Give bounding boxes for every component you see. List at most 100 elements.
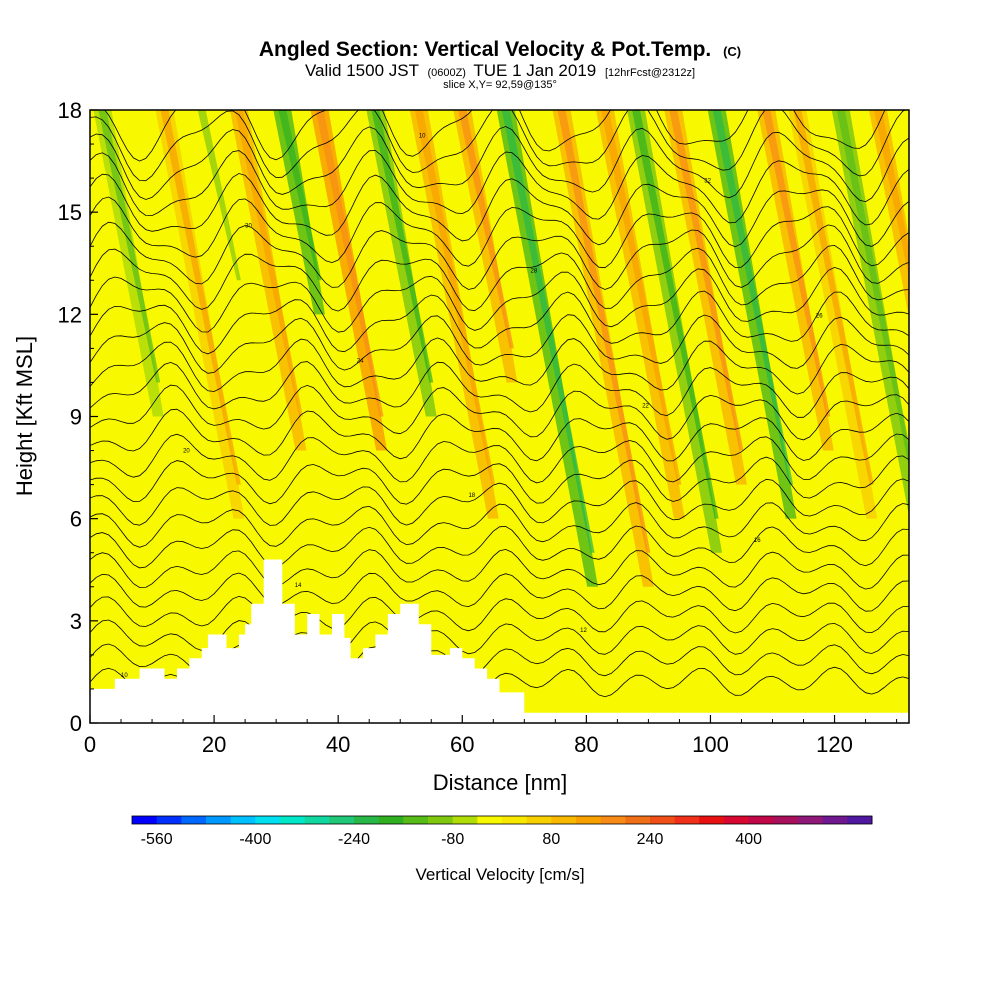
velocity-band-core: [197, 110, 241, 281]
velocity-band: [664, 110, 747, 485]
pot-temp-contour: [90, 196, 909, 269]
contour-label: 22: [642, 403, 649, 409]
colorbar-ticks: -560 -400 -240 -80 80 240 400: [141, 831, 762, 848]
slice-label: slice X,Y= 92,59@135°: [443, 79, 557, 91]
colorbar-swatch: [600, 816, 626, 824]
velocity-band-core: [278, 110, 322, 281]
contour-label: 16: [754, 538, 761, 544]
pot-temp-contour: [90, 110, 907, 182]
y-axis-ticks: 0 3 6 9 12 15 18: [58, 98, 98, 736]
pot-temp-contour: [90, 126, 909, 203]
colorbar-swatch: [798, 816, 824, 824]
colorbar-swatch: [255, 816, 281, 824]
pot-temp-contour: [90, 266, 909, 333]
velocity-band: [788, 110, 878, 519]
velocity-band-core: [632, 110, 719, 519]
y-tick-label: 0: [70, 711, 82, 736]
pot-temp-contour: [90, 290, 909, 355]
colorbar-swatch: [477, 816, 503, 824]
colorbar-swatch: [526, 816, 552, 824]
x-tick-label: 60: [450, 732, 474, 757]
velocity-band-core: [557, 110, 651, 553]
pot-temp-contour: [90, 595, 909, 634]
velocity-band-core: [234, 110, 303, 417]
pot-temp-contour: [90, 173, 909, 248]
colorbar-swatch: [674, 816, 700, 824]
y-tick-label: 18: [58, 98, 82, 123]
x-axis-label: Distance [nm]: [433, 770, 568, 795]
velocity-band-core: [160, 110, 241, 485]
colorbar-swatch: [354, 816, 380, 824]
colorbar-swatch: [650, 816, 676, 824]
colorbar-label: Vertical Velocity [cm/s]: [415, 865, 584, 884]
velocity-band-core: [501, 110, 595, 553]
x-tick-label: 120: [816, 732, 853, 757]
velocity-bands: [93, 110, 909, 587]
colorbar-swatch: [230, 816, 256, 824]
velocity-band-core: [371, 110, 434, 383]
colorbar-tick-label: 240: [637, 831, 664, 848]
y-tick-label: 9: [70, 405, 82, 430]
colorbar-tick-label: 400: [735, 831, 762, 848]
pot-temp-contour: [90, 408, 909, 462]
colorbar-swatch: [502, 816, 528, 824]
contour-label: 14: [295, 583, 302, 589]
velocity-band: [273, 110, 325, 315]
pot-temp-contour: [90, 221, 909, 290]
velocity-band-core: [600, 110, 682, 485]
colorbar-swatch: [378, 816, 404, 824]
colorbar: [131, 815, 873, 825]
velocity-band-core: [98, 110, 161, 383]
colorbar-swatch: [132, 816, 158, 824]
colorbar-tick-label: -560: [141, 831, 173, 848]
chart-title: Angled Section: Vertical Velocity & Pot.…: [259, 38, 741, 61]
velocity-band-core: [458, 110, 514, 349]
velocity-band: [552, 110, 654, 587]
y-tick-label: 3: [70, 609, 82, 634]
x-tick-label: 20: [202, 732, 226, 757]
contour-label: 30: [245, 223, 252, 229]
contour-label: 12: [580, 628, 587, 634]
contour-label: 18: [468, 493, 475, 499]
title-unit: (C): [723, 44, 741, 59]
velocity-band-core: [669, 110, 744, 451]
plot-area: 10 12 14 16 18 20 22 24 26 28 30 32 10: [90, 110, 909, 723]
colorbar-frame: [131, 815, 873, 825]
velocity-band-core: [762, 110, 831, 417]
pot-temp-contour: [90, 244, 909, 312]
contour-label: 20: [183, 448, 190, 454]
velocity-band: [155, 110, 245, 519]
pot-temp-contour: [90, 572, 909, 612]
pot-temp-contour: [90, 502, 909, 548]
pot-temp-contour: [90, 150, 909, 226]
velocity-band-core: [315, 110, 384, 417]
velocity-band: [595, 110, 685, 519]
velocity-band: [310, 110, 388, 451]
velocity-band: [93, 110, 164, 417]
colorbar-swatch: [551, 816, 577, 824]
colorbar-swatch: [625, 816, 651, 824]
colorbar-swatch: [773, 816, 799, 824]
contour-label: 32: [704, 179, 711, 185]
colorbar-swatch: [748, 816, 774, 824]
colorbar-swatch: [206, 816, 232, 824]
pot-temp-contour: [90, 361, 909, 418]
y-tick-label: 6: [70, 507, 82, 532]
colorbar-swatch: [576, 816, 602, 824]
velocity-band: [409, 110, 499, 519]
terrain-mask: [90, 559, 909, 723]
pot-temp-contour: [90, 619, 909, 655]
pot-temp-contour: [90, 548, 909, 590]
velocity-band: [757, 110, 834, 451]
pot-temp-contour: [90, 478, 909, 526]
colorbar-tick-label: -240: [338, 831, 370, 848]
velocity-band: [229, 110, 307, 451]
contour-label: 28: [531, 268, 538, 274]
colorbar-swatch: [699, 816, 725, 824]
velocity-band-core: [414, 110, 496, 485]
colorbar-tick-label: -400: [239, 831, 271, 848]
contour-label: 10: [121, 673, 128, 679]
velocity-band: [707, 110, 797, 519]
colorbar-tick-label: -80: [441, 831, 464, 848]
y-tick-label: 15: [58, 200, 82, 225]
